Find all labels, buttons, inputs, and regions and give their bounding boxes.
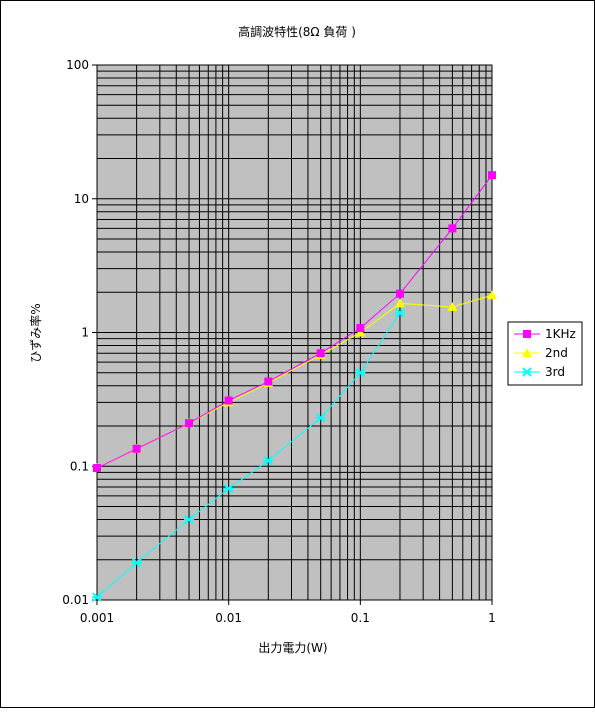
- data-point: [264, 377, 273, 386]
- data-point: [224, 396, 233, 405]
- legend-label: 2nd: [545, 346, 568, 360]
- series-line: [96, 174, 493, 469]
- y-tick-label: 0.01: [62, 593, 89, 607]
- data-point: [355, 368, 366, 378]
- data-point: [487, 290, 497, 300]
- chart-title: 高調波特性(8Ω 負荷 ): [238, 24, 356, 39]
- y-tick-label: 0.1: [70, 459, 89, 473]
- legend-marker: [522, 348, 532, 357]
- x-tick-label: 0.1: [351, 611, 370, 625]
- data-point: [223, 483, 234, 494]
- data-point: [185, 419, 194, 428]
- legend-marker: [522, 367, 532, 377]
- y-axis-label: ひずみ率%: [28, 303, 43, 362]
- data-point: [263, 456, 274, 466]
- x-tick-label: 1: [488, 611, 496, 625]
- data-point: [92, 592, 102, 602]
- series-group: [92, 171, 497, 602]
- data-point: [448, 224, 457, 233]
- data-point: [316, 349, 325, 358]
- legend-label: 1KHz: [545, 327, 576, 341]
- x-axis-label: 出力電力(W): [258, 641, 327, 655]
- data-point: [395, 289, 404, 298]
- series-line: [96, 312, 401, 598]
- legend-marker: [523, 330, 531, 338]
- data-point: [447, 302, 458, 312]
- x-tick-label: 0.001: [80, 611, 114, 625]
- data-point: [131, 558, 142, 568]
- series-3rd: [92, 308, 405, 602]
- data-point: [394, 298, 405, 308]
- legend-label: 3rd: [545, 365, 565, 379]
- axes: 0.001 0.01 0.1 1 0.01 0.1 1 10 100: [62, 58, 496, 625]
- y-tick-label: 10: [74, 192, 89, 206]
- legend: 1KHz 2nd 3rd: [507, 321, 583, 386]
- data-point: [394, 308, 405, 318]
- x-tick-label: 0.01: [215, 611, 242, 625]
- data-point: [488, 171, 496, 180]
- data-point: [93, 464, 101, 473]
- data-point: [356, 324, 365, 333]
- y-tick-label: 1: [81, 326, 89, 340]
- y-tick-label: 100: [66, 58, 89, 72]
- data-point: [315, 413, 326, 423]
- series-1KHz: [93, 171, 496, 473]
- data-point: [132, 444, 141, 453]
- data-point: [184, 514, 195, 525]
